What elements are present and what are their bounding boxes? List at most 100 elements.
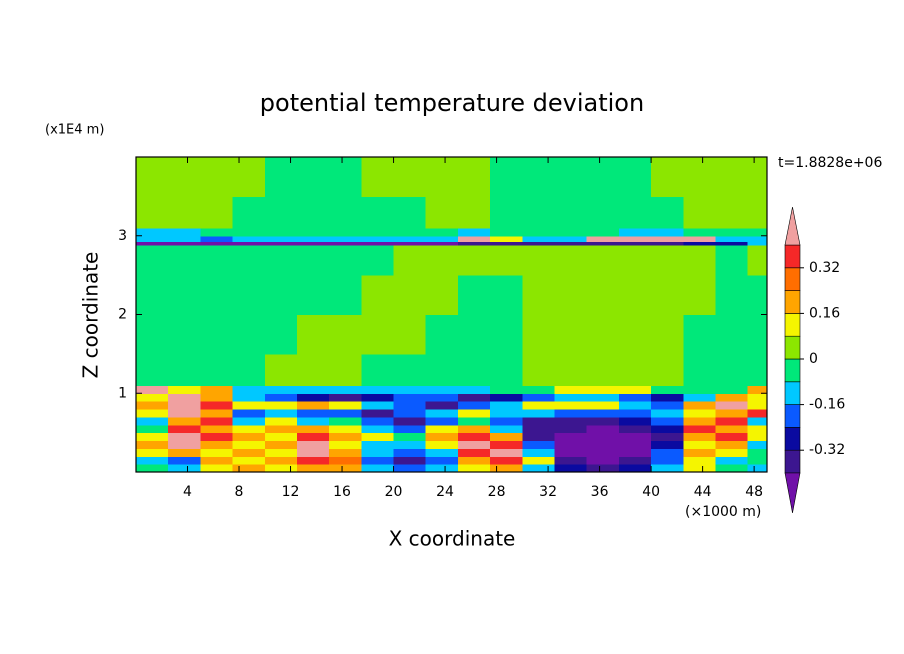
contour-cell bbox=[168, 432, 201, 441]
contour-cell bbox=[393, 409, 427, 418]
contour-cell bbox=[200, 448, 234, 457]
contour-cell bbox=[361, 456, 395, 465]
contour-cell bbox=[425, 416, 459, 426]
contour-cell bbox=[490, 401, 523, 410]
contour-cell bbox=[457, 227, 491, 237]
colorbar-box bbox=[784, 335, 801, 360]
contour-cell bbox=[490, 314, 523, 355]
contour-cell bbox=[715, 196, 749, 229]
contour-cell bbox=[586, 409, 620, 418]
contour-cell bbox=[136, 235, 169, 242]
contour-cell bbox=[329, 448, 362, 457]
contour-cell bbox=[329, 464, 362, 473]
contour-cell bbox=[361, 314, 395, 355]
contour-cell bbox=[457, 275, 491, 315]
contour-cell bbox=[586, 456, 620, 465]
contour-cell bbox=[554, 314, 588, 355]
contour-cell bbox=[329, 456, 362, 465]
contour-cell bbox=[393, 235, 427, 242]
contour-cell bbox=[618, 456, 652, 465]
contour-cell bbox=[586, 314, 620, 355]
contour-cell bbox=[296, 416, 330, 426]
contour-cell bbox=[457, 385, 491, 394]
contour-cell bbox=[361, 464, 395, 473]
contour-cell bbox=[329, 275, 362, 315]
contour-cell bbox=[296, 275, 330, 315]
contour-cell bbox=[200, 227, 234, 237]
contour-cell bbox=[232, 416, 266, 426]
contour-cell bbox=[586, 448, 620, 457]
contour-cell bbox=[747, 241, 768, 246]
contour-cell bbox=[554, 401, 588, 410]
contour-cell bbox=[586, 235, 620, 242]
colorbar-tick-label: -0.16 bbox=[809, 397, 845, 413]
contour-cell bbox=[522, 245, 556, 276]
contour-cell bbox=[296, 393, 330, 402]
contour-cell bbox=[457, 235, 491, 242]
x-tick-label: 20 bbox=[385, 484, 403, 500]
contour-cell bbox=[361, 157, 395, 197]
contour-cell bbox=[683, 416, 716, 426]
contour-cell bbox=[264, 275, 298, 315]
x-tick-label: 48 bbox=[745, 484, 763, 500]
contour-cell bbox=[747, 440, 768, 449]
contour-cell bbox=[683, 235, 716, 242]
contour-cell bbox=[586, 157, 620, 197]
contour-cell bbox=[296, 157, 330, 197]
contour-cell bbox=[264, 353, 298, 386]
contour-cell bbox=[490, 432, 523, 441]
contour-cell bbox=[715, 409, 749, 418]
contour-cell bbox=[136, 409, 169, 418]
contour-cell bbox=[329, 196, 362, 229]
contour-cell bbox=[296, 424, 330, 434]
contour-cell bbox=[168, 401, 201, 410]
contour-cell bbox=[329, 235, 362, 242]
contour-cell bbox=[329, 353, 362, 386]
contour-cell bbox=[683, 196, 716, 229]
contour-cell bbox=[683, 401, 716, 410]
contour-cell bbox=[329, 241, 362, 246]
contour-cell bbox=[264, 416, 298, 426]
colorbar-tick-label: 0.32 bbox=[809, 260, 840, 276]
contour-cell bbox=[651, 241, 684, 246]
contour-cell bbox=[425, 245, 459, 276]
contour-cell bbox=[457, 464, 491, 473]
contour-cell bbox=[554, 353, 588, 386]
colorbar-max-triangle bbox=[784, 206, 801, 246]
contour-cell bbox=[683, 393, 716, 402]
contour-cell bbox=[361, 401, 395, 410]
contour-cell bbox=[393, 196, 427, 229]
contour-cell bbox=[457, 157, 491, 197]
contour-cell bbox=[747, 227, 768, 237]
contour-cell bbox=[425, 448, 459, 457]
contour-cell bbox=[264, 448, 298, 457]
contour-cell bbox=[329, 157, 362, 197]
contour-cell bbox=[490, 448, 523, 457]
contour-cell bbox=[618, 393, 652, 402]
contour-cell bbox=[296, 409, 330, 418]
contour-cell bbox=[522, 409, 556, 418]
contour-cell bbox=[490, 456, 523, 465]
contour-cell bbox=[168, 353, 201, 386]
colorbar-tick-label: 0 bbox=[809, 351, 818, 367]
contour-cell bbox=[136, 416, 169, 426]
x-tick-label: 24 bbox=[436, 484, 454, 500]
contour-cell bbox=[200, 241, 234, 246]
contour-cell bbox=[232, 440, 266, 449]
contour-cell bbox=[264, 432, 298, 441]
colorbar-box bbox=[784, 267, 801, 291]
contour-cell bbox=[747, 401, 768, 410]
contour-cell bbox=[683, 464, 716, 473]
contour-cell bbox=[232, 196, 266, 229]
x-tick-label: 44 bbox=[694, 484, 712, 500]
colorbar-box bbox=[784, 381, 801, 405]
contour-cell bbox=[361, 353, 395, 386]
contour-cell bbox=[651, 464, 684, 473]
contour-cell bbox=[393, 353, 427, 386]
contour-cell bbox=[651, 196, 684, 229]
contour-cell bbox=[683, 314, 716, 355]
contour-cell bbox=[651, 424, 684, 434]
contour-cell bbox=[168, 314, 201, 355]
x-tick-label: 36 bbox=[591, 484, 609, 500]
